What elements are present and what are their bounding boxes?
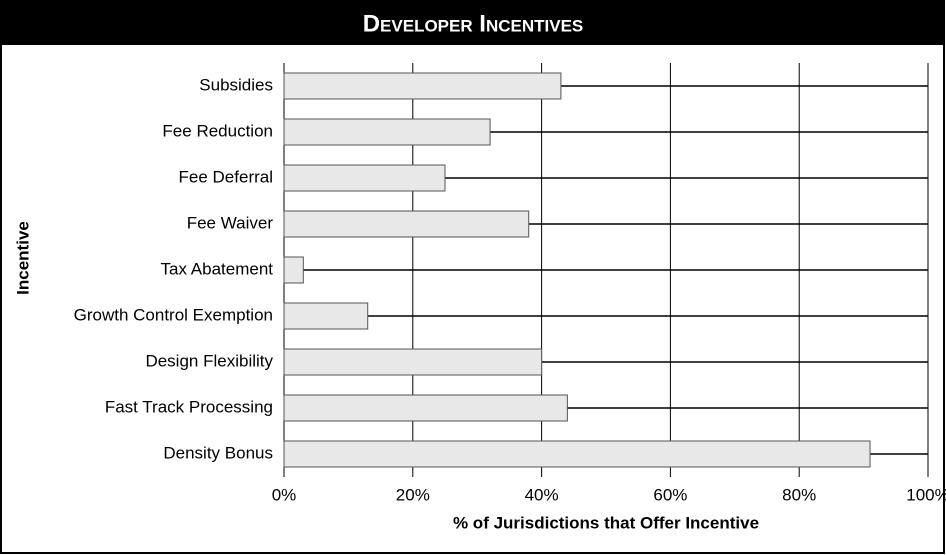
x-axis-title: % of Jurisdictions that Offer Incentive: [453, 513, 759, 532]
bar: [283, 440, 871, 468]
x-tick-label: 60%: [653, 485, 687, 504]
chart-title: Developer Incentives: [363, 10, 584, 37]
y-tick-label: Fee Waiver: [187, 213, 274, 232]
y-tick-label: Fee Deferral: [179, 167, 273, 186]
y-tick-label: Tax Abatement: [161, 259, 274, 278]
y-axis-title: Incentive: [13, 221, 32, 295]
bar: [283, 394, 568, 422]
y-tick-label: Fee Reduction: [162, 121, 273, 140]
y-tick-label: Subsidies: [199, 75, 273, 94]
y-tick-label: Growth Control Exemption: [74, 305, 273, 324]
y-tick-label: Design Flexibility: [145, 351, 273, 370]
header-band: [1, 1, 944, 45]
bar: [283, 210, 530, 238]
bar: [283, 164, 446, 192]
x-tick-label: 0%: [272, 485, 297, 504]
x-tick-label: 40%: [525, 485, 559, 504]
x-tick-label: 80%: [782, 485, 816, 504]
y-tick-label: Density Bonus: [163, 443, 273, 462]
x-tick-label: 20%: [396, 485, 430, 504]
bar: [283, 72, 562, 100]
bar: [283, 348, 543, 376]
y-tick-label: Fast Track Processing: [105, 397, 273, 416]
bar: [283, 302, 369, 330]
bar: [283, 118, 491, 146]
x-tick-label: 100%: [906, 485, 946, 504]
bar: [283, 256, 304, 284]
